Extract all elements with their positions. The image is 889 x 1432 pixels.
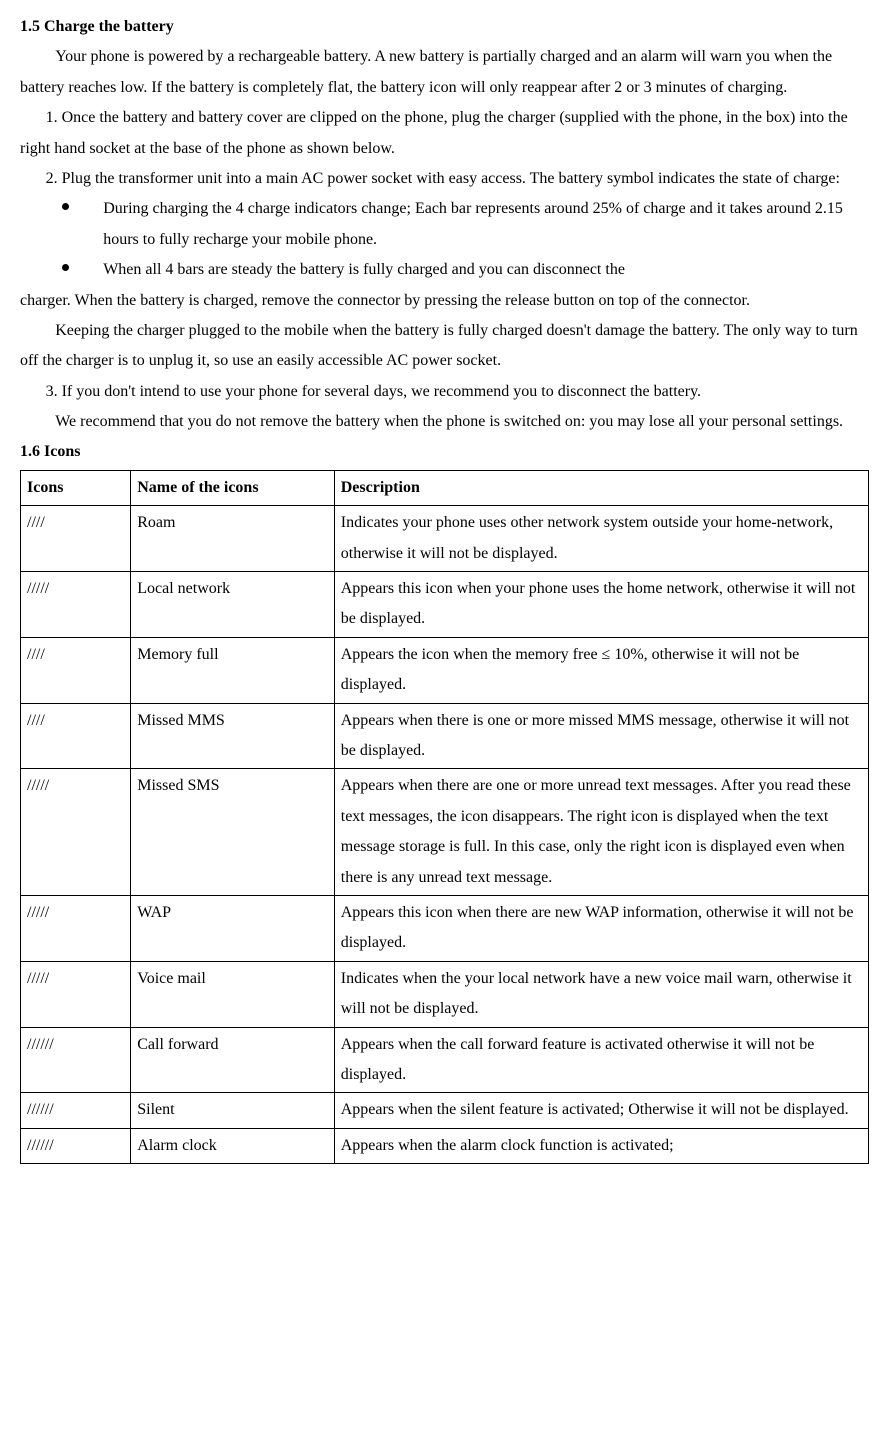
- cell-name: Missed MMS: [131, 703, 335, 769]
- step-1: 1. Once the battery and battery cover ar…: [20, 103, 869, 164]
- table-header-row: Icons Name of the icons Description: [21, 470, 869, 505]
- para-warning: We recommend that you do not remove the …: [20, 407, 869, 437]
- cell-icon: /////: [21, 961, 131, 1027]
- cell-description: Appears when the call forward feature is…: [334, 1027, 868, 1093]
- cell-name: WAP: [131, 895, 335, 961]
- cell-name: Voice mail: [131, 961, 335, 1027]
- table-row: ////Memory fullAppears the icon when the…: [21, 637, 869, 703]
- bullet-dot-icon: [62, 203, 69, 210]
- cell-description: Appears when there is one or more missed…: [334, 703, 868, 769]
- cell-description: Appears when there are one or more unrea…: [334, 769, 868, 896]
- icons-table: Icons Name of the icons Description ////…: [20, 470, 869, 1164]
- bullet-item-2: When all 4 bars are steady the battery i…: [20, 255, 869, 285]
- cell-name: Local network: [131, 572, 335, 638]
- cell-description: Indicates when the your local network ha…: [334, 961, 868, 1027]
- step-3: 3. If you don't intend to use your phone…: [20, 377, 869, 407]
- cell-icon: /////: [21, 895, 131, 961]
- cell-icon: /////: [21, 572, 131, 638]
- section-heading-1-6: 1.6 Icons: [20, 437, 869, 467]
- cell-name: Call forward: [131, 1027, 335, 1093]
- cell-name: Alarm clock: [131, 1128, 335, 1163]
- cell-icon: //////: [21, 1027, 131, 1093]
- table-row: //////Alarm clockAppears when the alarm …: [21, 1128, 869, 1163]
- bullet-item-1: During charging the 4 charge indicators …: [20, 194, 869, 255]
- table-row: /////Missed SMSAppears when there are on…: [21, 769, 869, 896]
- cell-icon: ////: [21, 637, 131, 703]
- cell-description: Appears the icon when the memory free ≤ …: [334, 637, 868, 703]
- section-heading-1-5: 1.5 Charge the battery: [20, 12, 869, 42]
- table-row: /////Local networkAppears this icon when…: [21, 572, 869, 638]
- th-name: Name of the icons: [131, 470, 335, 505]
- cell-name: Roam: [131, 506, 335, 572]
- th-icons: Icons: [21, 470, 131, 505]
- table-row: //////SilentAppears when the silent feat…: [21, 1093, 869, 1128]
- cell-icon: //////: [21, 1093, 131, 1128]
- table-row: //////Call forwardAppears when the call …: [21, 1027, 869, 1093]
- cell-icon: ////: [21, 703, 131, 769]
- cell-name: Memory full: [131, 637, 335, 703]
- cell-description: Indicates your phone uses other network …: [334, 506, 868, 572]
- cell-description: Appears this icon when there are new WAP…: [334, 895, 868, 961]
- cell-icon: //////: [21, 1128, 131, 1163]
- bullet-dot-icon: [62, 264, 69, 271]
- bullet-text-2: When all 4 bars are steady the battery i…: [103, 261, 625, 278]
- cell-name: Missed SMS: [131, 769, 335, 896]
- table-row: /////WAPAppears this icon when there are…: [21, 895, 869, 961]
- table-row: ////RoamIndicates your phone uses other …: [21, 506, 869, 572]
- cell-description: Appears when the alarm clock function is…: [334, 1128, 868, 1163]
- icons-table-body: ////RoamIndicates your phone uses other …: [21, 506, 869, 1164]
- cell-icon: /////: [21, 769, 131, 896]
- cell-name: Silent: [131, 1093, 335, 1128]
- th-description: Description: [334, 470, 868, 505]
- bullet-text-1: During charging the 4 charge indicators …: [103, 200, 843, 247]
- para-intro: Your phone is powered by a rechargeable …: [20, 42, 869, 103]
- cell-description: Appears this icon when your phone uses t…: [334, 572, 868, 638]
- table-row: ////Missed MMSAppears when there is one …: [21, 703, 869, 769]
- para-charger-note: Keeping the charger plugged to the mobil…: [20, 316, 869, 377]
- after-bullets-text: charger. When the battery is charged, re…: [20, 286, 869, 316]
- cell-icon: ////: [21, 506, 131, 572]
- step-2: 2. Plug the transformer unit into a main…: [20, 164, 869, 194]
- charge-bullet-list: During charging the 4 charge indicators …: [20, 194, 869, 285]
- cell-description: Appears when the silent feature is activ…: [334, 1093, 868, 1128]
- table-row: /////Voice mailIndicates when the your l…: [21, 961, 869, 1027]
